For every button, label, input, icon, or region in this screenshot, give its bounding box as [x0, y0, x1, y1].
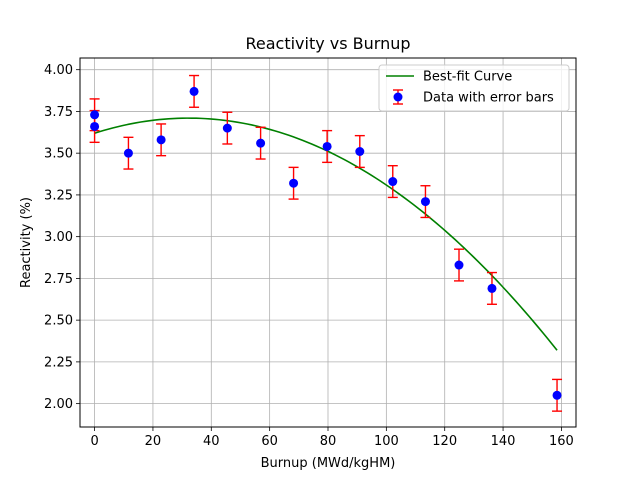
- x-tick-label: 60: [261, 434, 278, 449]
- legend: Best-fit Curve Data with error bars: [378, 64, 570, 112]
- y-tick-label: 3.25: [44, 188, 73, 203]
- x-tick-label: 20: [145, 434, 162, 449]
- y-ticks: 2.00 2.25 2.50 2.75 3.00 3.25 3.50 3.75 4.00: [44, 63, 80, 412]
- data-point: [90, 121, 100, 131]
- data-point: [90, 110, 100, 120]
- data-point: [256, 138, 266, 148]
- x-tick-label: 100: [374, 434, 399, 449]
- y-tick-label: 2.25: [44, 355, 73, 370]
- x-tick-label: 120: [432, 434, 457, 449]
- data-point: [123, 148, 133, 158]
- legend-errorbar-label: Data with error bars: [423, 91, 554, 106]
- legend-box: [378, 64, 570, 112]
- grid-lines: [80, 58, 576, 427]
- y-tick-label: 4.00: [44, 63, 73, 78]
- x-tick-label: 80: [320, 434, 337, 449]
- x-tick-label: 140: [491, 434, 516, 449]
- x-ticks: 0 20 40 60 80 100 120 140 160: [90, 427, 574, 449]
- y-tick-label: 3.00: [44, 230, 73, 245]
- y-tick-label: 2.00: [44, 397, 73, 412]
- x-axis-label: Burnup (MWd/kgHM): [261, 456, 396, 471]
- x-tick-label: 160: [549, 434, 574, 449]
- error-bars-series: [89, 74, 563, 412]
- data-point: [355, 147, 365, 157]
- x-tick-label: 40: [203, 434, 220, 449]
- data-point: [189, 86, 199, 96]
- data-point: [156, 135, 166, 145]
- data-point: [222, 123, 232, 133]
- data-point: [322, 141, 332, 151]
- data-point: [454, 260, 464, 270]
- y-tick-label: 2.75: [44, 272, 73, 287]
- y-tick-label: 3.50: [44, 147, 73, 162]
- y-tick-label: 3.75: [44, 105, 73, 120]
- x-tick-label: 0: [90, 434, 98, 449]
- data-point: [289, 178, 299, 188]
- legend-line-label: Best-fit Curve: [423, 70, 512, 85]
- legend-errorbar-swatch: [393, 89, 403, 105]
- data-point: [388, 177, 398, 187]
- y-tick-label: 2.50: [44, 314, 73, 329]
- data-point: [552, 390, 562, 400]
- chart-title: Reactivity vs Burnup: [245, 34, 410, 53]
- data-point: [487, 283, 497, 293]
- data-points-series: [90, 86, 562, 400]
- y-axis-label: Reactivity (%): [19, 197, 34, 288]
- legend-point-marker: [393, 92, 403, 102]
- data-point: [420, 197, 430, 207]
